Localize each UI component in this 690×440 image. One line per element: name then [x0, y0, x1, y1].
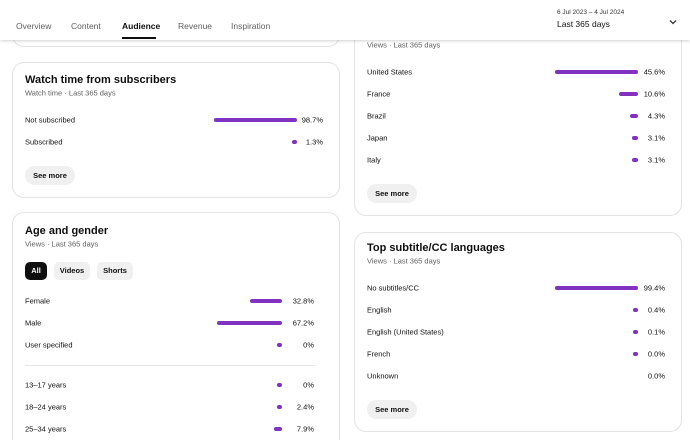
bar	[632, 158, 638, 162]
header	[0, 0, 690, 40]
card-title: Watch time from subscribers	[25, 74, 177, 86]
row-value: 0%	[303, 340, 314, 350]
nav-tab[interactable]: Revenue	[178, 21, 213, 31]
see-more-button[interactable]: See more	[367, 184, 417, 203]
row-value: 67.2%	[292, 318, 314, 328]
divider	[25, 365, 315, 366]
nav-tab[interactable]: Audience	[122, 21, 161, 31]
row-label: Subscribed	[25, 137, 63, 147]
row-value: 98.7%	[301, 115, 323, 125]
bar	[633, 330, 638, 334]
row-value: 7.9%	[296, 424, 314, 434]
row-label: French	[367, 349, 391, 359]
row-value: 0.1%	[647, 327, 665, 337]
row-value: 4.3%	[647, 111, 665, 121]
row-label: Not subscribed	[25, 115, 76, 125]
row-value: 3.1%	[647, 133, 665, 143]
row-label: Japan	[367, 133, 388, 143]
bar	[292, 140, 297, 144]
bar	[630, 114, 638, 118]
bar	[277, 383, 282, 387]
see-more-button[interactable]: See more	[25, 166, 75, 185]
card-subtitle: Views · Last 365 days	[367, 256, 441, 266]
row-label: 25–34 years	[25, 424, 67, 434]
chevron[interactable]	[668, 14, 678, 25]
row-value: 99.4%	[643, 283, 665, 293]
nav-tab[interactable]: Overview	[16, 21, 52, 31]
nav-tab[interactable]: Content	[71, 21, 101, 31]
card-subtitle: Views · Last 365 days	[25, 239, 99, 249]
bar	[555, 286, 638, 290]
bar	[214, 118, 297, 122]
card-title: Top subtitle/CC languages	[367, 242, 505, 254]
row-label: 13–17 years	[25, 380, 67, 390]
row-label: English	[367, 305, 392, 315]
card-subtitle: Views · Last 365 days	[367, 40, 441, 50]
bar	[633, 352, 638, 356]
row-label: 18–24 years	[25, 402, 67, 412]
row-value: 45.6%	[643, 67, 665, 77]
bar	[277, 343, 282, 347]
row-label: User specified	[25, 340, 73, 350]
nav-tab[interactable]: Inspiration	[231, 21, 271, 31]
row-value: 1.3%	[305, 137, 323, 147]
bar	[250, 299, 282, 303]
bar	[555, 70, 638, 74]
card-subtitle: Watch time · Last 365 days	[25, 88, 116, 98]
row-label: English (United States)	[367, 327, 444, 337]
row-value: 10.6%	[643, 89, 665, 99]
bar	[632, 136, 638, 140]
card	[12, 212, 340, 440]
card	[354, 232, 682, 432]
chevron-icon	[669, 20, 677, 25]
bar	[274, 427, 282, 431]
bar	[618, 92, 638, 96]
row-value: 0%	[303, 380, 314, 390]
row-value: 2.4%	[296, 402, 314, 412]
row-label: Female	[25, 296, 51, 306]
row-label: No subtitles/CC	[367, 283, 420, 293]
row-value: 32.8%	[292, 296, 314, 306]
row-label: Male	[25, 318, 42, 328]
row-value: 0.4%	[647, 305, 665, 315]
row-value: 0.0%	[647, 349, 665, 359]
bar	[217, 321, 282, 325]
row-label: United States	[367, 67, 413, 77]
tab-underline	[122, 37, 156, 39]
row-label: Unknown	[367, 371, 399, 381]
filter-chip[interactable]: Shorts	[97, 262, 133, 280]
card-title: Age and gender	[25, 225, 109, 237]
row-label: Brazil	[367, 111, 386, 121]
row-label: Italy	[367, 155, 381, 165]
row-value: 0.0%	[647, 371, 665, 381]
row-label: France	[367, 89, 391, 99]
bar	[633, 308, 638, 312]
see-more-button[interactable]: See more	[367, 400, 417, 419]
filter-chip[interactable]: Videos	[54, 262, 90, 280]
filter-chip[interactable]: All	[25, 262, 47, 280]
date-range[interactable]: 6 Jul 2023 – 4 Jul 2024	[557, 9, 625, 16]
row-value: 3.1%	[647, 155, 665, 165]
date-period[interactable]: Last 365 days	[557, 19, 610, 29]
bar	[277, 405, 282, 409]
